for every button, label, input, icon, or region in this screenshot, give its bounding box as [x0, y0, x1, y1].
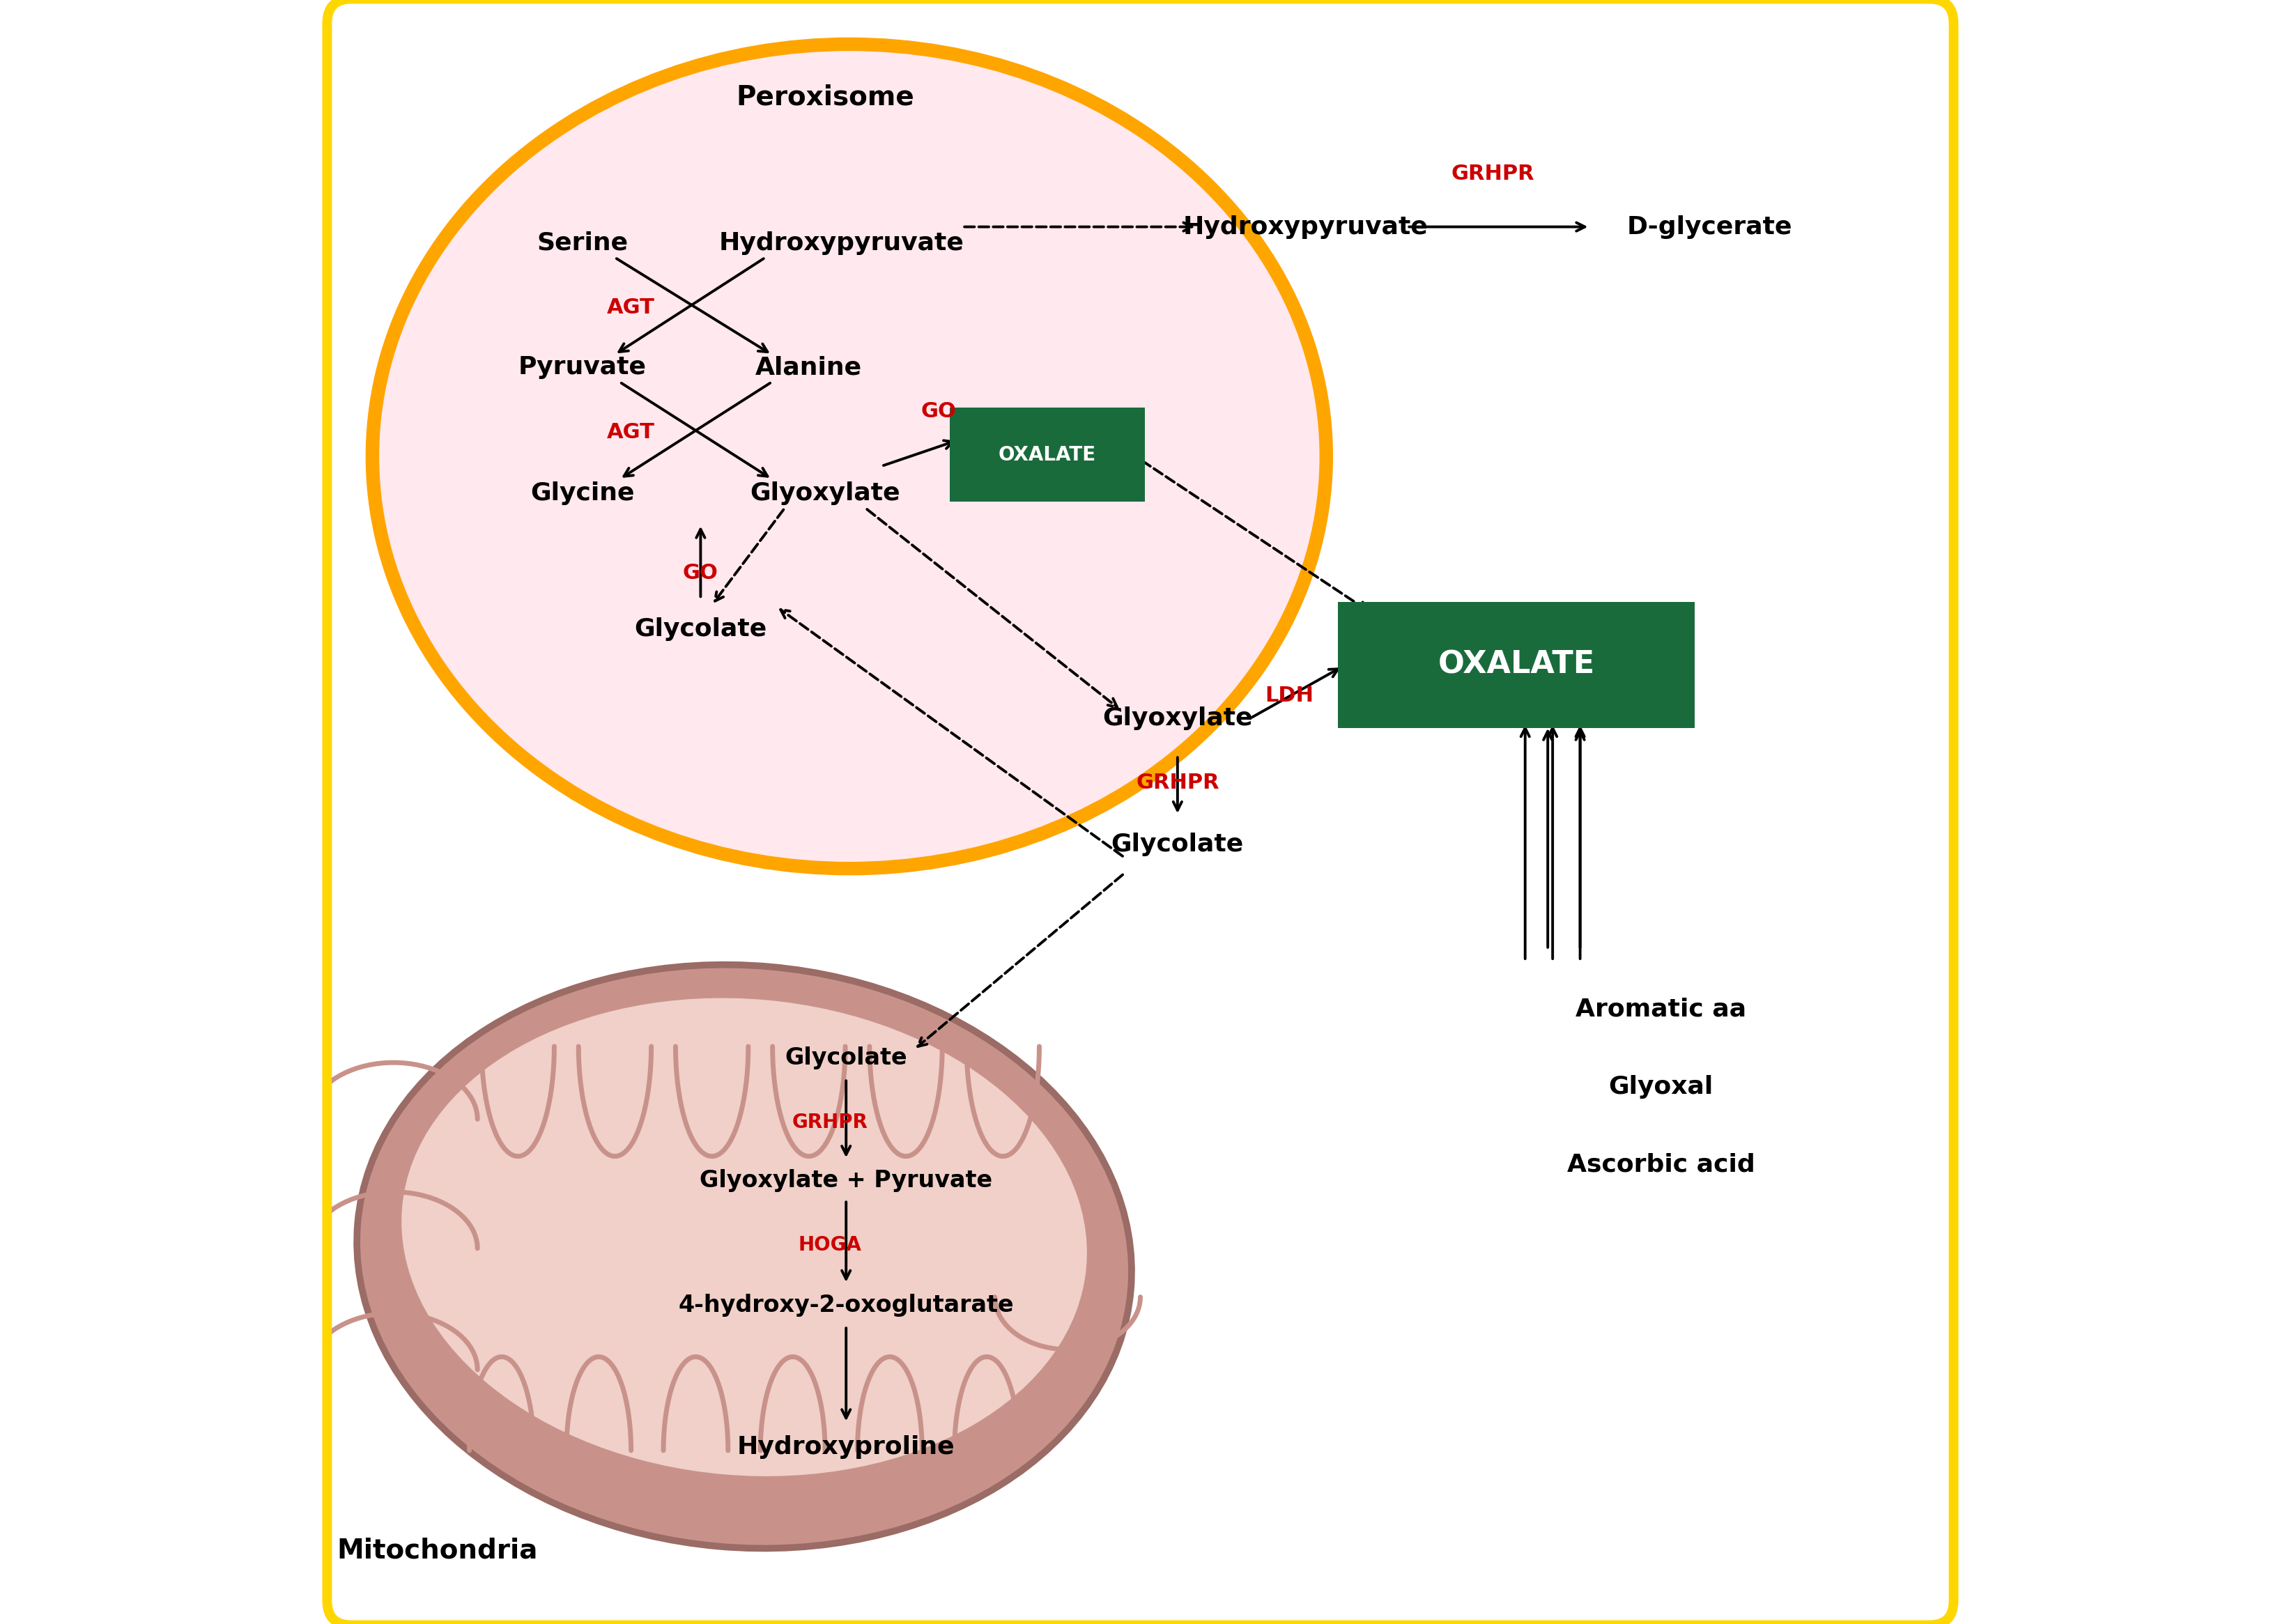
Text: Serine: Serine — [536, 231, 627, 255]
Text: GRHPR: GRHPR — [1450, 164, 1534, 184]
Text: Hydroxyproline: Hydroxyproline — [736, 1436, 955, 1458]
Text: Aromatic aa: Aromatic aa — [1575, 997, 1746, 1021]
Text: Glyoxal: Glyoxal — [1607, 1075, 1712, 1099]
Text: Glyoxylate: Glyoxylate — [1101, 706, 1252, 731]
Ellipse shape — [356, 965, 1131, 1548]
FancyBboxPatch shape — [948, 408, 1145, 502]
Text: Ascorbic acid: Ascorbic acid — [1566, 1153, 1753, 1176]
Text: OXALATE: OXALATE — [1436, 650, 1594, 680]
Text: HOGA: HOGA — [798, 1236, 862, 1255]
Text: LDH: LDH — [1265, 685, 1313, 706]
Text: D-glycerate: D-glycerate — [1626, 214, 1792, 239]
Text: Alanine: Alanine — [755, 356, 862, 380]
Text: Glyoxylate + Pyruvate: Glyoxylate + Pyruvate — [700, 1169, 992, 1192]
Text: Hydroxypyruvate: Hydroxypyruvate — [1183, 214, 1427, 239]
Text: GRHPR: GRHPR — [1135, 773, 1220, 793]
Text: Glycolate: Glycolate — [1110, 833, 1243, 856]
Ellipse shape — [372, 44, 1327, 869]
Text: Peroxisome: Peroxisome — [736, 84, 914, 110]
Text: Glyoxylate: Glyoxylate — [750, 482, 901, 505]
Text: Glycine: Glycine — [531, 482, 634, 505]
Text: Hydroxypyruvate: Hydroxypyruvate — [718, 231, 964, 255]
Text: OXALATE: OXALATE — [999, 445, 1097, 464]
Ellipse shape — [399, 996, 1088, 1478]
Text: AGT: AGT — [606, 422, 654, 442]
Text: Glycolate: Glycolate — [634, 617, 766, 641]
Text: 4-hydroxy-2-oxoglutarate: 4-hydroxy-2-oxoglutarate — [677, 1294, 1015, 1317]
Text: GRHPR: GRHPR — [791, 1112, 869, 1132]
Text: Mitochondria: Mitochondria — [337, 1538, 538, 1564]
Text: AGT: AGT — [606, 297, 654, 318]
Text: Pyruvate: Pyruvate — [518, 356, 648, 380]
Text: GO: GO — [682, 562, 718, 583]
Text: GO: GO — [921, 401, 955, 421]
Text: Glycolate: Glycolate — [784, 1046, 907, 1069]
FancyBboxPatch shape — [326, 0, 1954, 1624]
FancyBboxPatch shape — [1336, 603, 1694, 728]
